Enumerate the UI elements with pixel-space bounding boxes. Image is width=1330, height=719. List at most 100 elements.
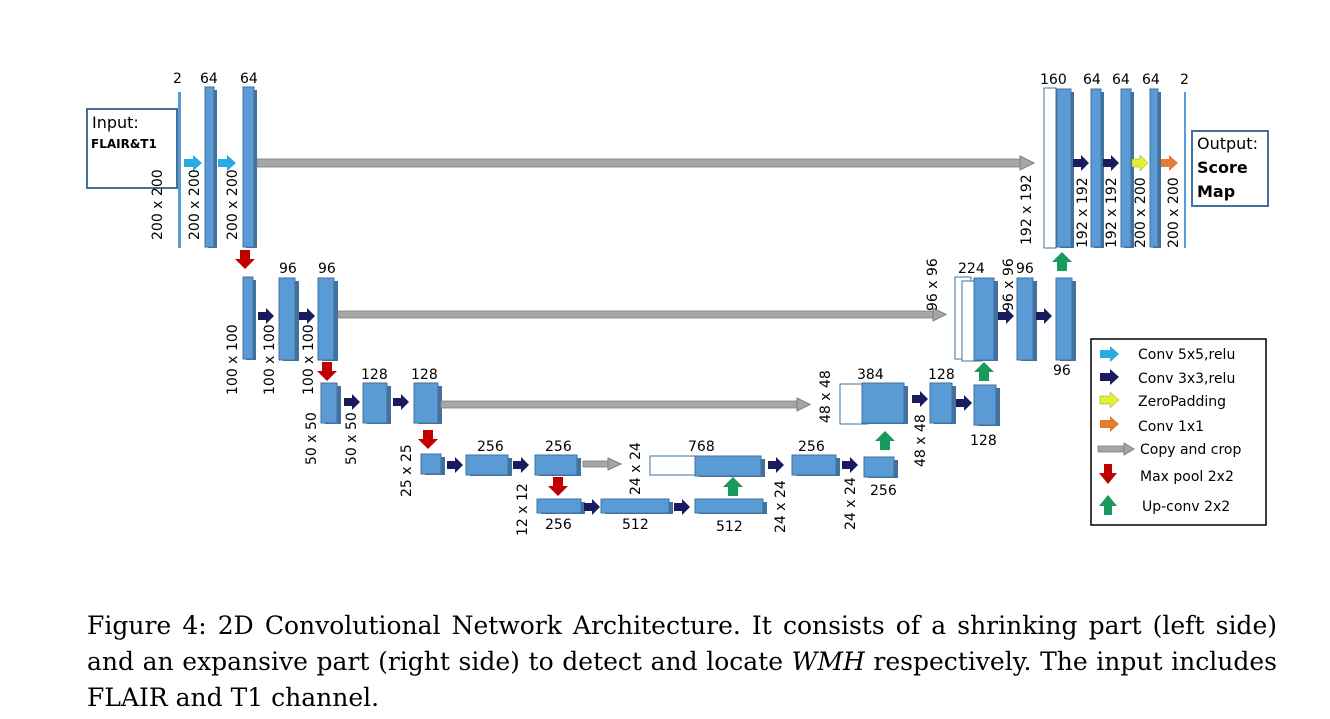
layer-l3-a (465, 454, 509, 476)
legend-label: Copy and crop (1140, 442, 1241, 458)
conv3-arrow (1036, 308, 1052, 324)
level3-decoder: 768 256 256 24 x 24 24 x 24 (649, 439, 898, 533)
legend-item-up: Up-conv 2x2 (1099, 495, 1230, 515)
size-b: 12 x 12 (515, 483, 531, 536)
upconv-arrow (974, 362, 994, 381)
label-r0-d: 64 (1142, 72, 1160, 88)
label-r2-a: 384 (857, 367, 884, 383)
conv3-arrow (447, 457, 463, 473)
conv3-arrow (299, 308, 315, 324)
maxpool-arrow (548, 477, 568, 496)
size-r2-a: 48 x 48 (818, 370, 834, 423)
layer-l2-a (362, 382, 388, 424)
level3-encoder: 256 256 25 x 25 24 x 24 (399, 439, 644, 497)
size-l1-b: 100 x 100 (262, 324, 278, 395)
level0-decoder: 160 64 64 64 2 192 x 192 192 x 192 192 x… (1019, 72, 1189, 271)
conv3-arrow (674, 499, 690, 515)
label-l3-a: 256 (477, 439, 504, 455)
conv1-arrow (1161, 155, 1178, 171)
size-r0-c: 192 x 192 (1104, 177, 1120, 248)
size-l2-a: 50 x 50 (304, 412, 320, 465)
label-r1-b: 96 (1016, 261, 1034, 277)
zeropad-icon (1099, 391, 1120, 409)
level2-encoder: 128 128 50 x 50 50 x 50 (304, 367, 442, 465)
size-l1-c: 100 x 100 (301, 324, 317, 395)
zeropad-arrow (1131, 154, 1149, 172)
size-r1-b: 96 x 96 (1001, 258, 1017, 311)
conv3-arrow (1103, 155, 1119, 171)
caption-emph: WMH (791, 647, 865, 676)
unet-diagram: Input: FLAIR&T1 Output: Score Map 2 64 6… (86, 71, 1269, 536)
size-r1-a: 96 x 96 (925, 258, 941, 311)
layer-r2-a (861, 382, 905, 424)
upconv-icon (1099, 495, 1117, 515)
legend-item-copy: Copy and crop (1097, 442, 1241, 458)
label-r2-b: 128 (928, 367, 955, 383)
conv3-arrow (768, 457, 784, 473)
size-l3-b: 24 x 24 (628, 442, 644, 495)
legend-item-conv1: Conv 1x1 (1100, 416, 1204, 435)
conv3-arrow (1073, 155, 1089, 171)
conv3-arrow (393, 394, 409, 410)
size-r0-a: 192 x 192 (1019, 174, 1035, 245)
input-box: Input: FLAIR&T1 (86, 108, 178, 189)
label-l1-a: 96 (279, 261, 297, 277)
label-r0-c: 64 (1112, 72, 1130, 88)
size-r3-b: 24 x 24 (843, 477, 859, 530)
copy-crop-l2 (440, 397, 812, 412)
layer-l2-in (320, 382, 338, 424)
legend-label: ZeroPadding (1138, 394, 1226, 410)
copy-crop-l0 (256, 155, 1036, 171)
size-r0-d: 200 x 200 (1133, 177, 1149, 248)
label-l0-a: 64 (200, 71, 218, 87)
maxpool-icon (1099, 464, 1117, 484)
conv3-arrow (344, 394, 360, 410)
maxpool-arrow (317, 362, 337, 381)
output-title: Output: (1197, 134, 1258, 153)
conv5-arrow (218, 155, 236, 171)
copy-crop-l3 (582, 460, 610, 468)
layer-r2-b (929, 382, 953, 424)
copy-crop-l1 (337, 307, 948, 322)
maxpool-arrow (418, 430, 438, 449)
label-l0-b: 64 (240, 71, 258, 87)
label-b-a: 256 (545, 517, 572, 533)
size-l2-b: 50 x 50 (344, 412, 360, 465)
label-r3-a: 768 (688, 439, 715, 455)
layer-r1-c (1055, 277, 1073, 361)
layer-r0-a (1056, 88, 1072, 248)
layer-l1-a (278, 277, 296, 361)
conv1-icon (1100, 416, 1119, 432)
output-line2: Map (1197, 182, 1235, 201)
label-b-b: 512 (622, 517, 649, 533)
caption-part2: respectively. The input includes FLAIR a… (87, 647, 1277, 712)
legend-item-zeropad: ZeroPadding (1099, 391, 1226, 410)
conv3-arrow (584, 499, 600, 515)
size-l0-b: 200 x 200 (225, 169, 241, 240)
layer-b-c (694, 498, 764, 514)
copy-crop-icon (1097, 445, 1127, 453)
legend-label: Conv 3x3,relu (1138, 371, 1235, 387)
level0-encoder: 2 64 64 200 x 200 200 x 200 200 x 200 (150, 71, 258, 248)
label-r1-a: 224 (958, 261, 985, 277)
layer-b-b (600, 498, 670, 514)
output-box: Output: Score Map (1191, 130, 1269, 207)
caption-part1: Figure 4: 2D Convolutional Network Archi… (87, 611, 1277, 676)
size-r2-b: 48 x 48 (913, 414, 929, 467)
layer-l1-b (317, 277, 335, 361)
upconv-arrow (875, 431, 895, 450)
layer-l3-b (534, 454, 578, 476)
label-r0-a: 160 (1040, 72, 1067, 88)
legend-item-conv3: Conv 3x3,relu (1100, 369, 1235, 387)
layer-l0-b (242, 86, 255, 248)
layer-b-a (536, 498, 582, 514)
label-r3-c: 256 (870, 483, 897, 499)
conv3-arrow (956, 395, 972, 411)
conv5-arrow (184, 155, 202, 171)
size-l1-a: 100 x 100 (225, 324, 241, 395)
size-r0-b: 192 x 192 (1075, 177, 1091, 248)
legend-label: Up-conv 2x2 (1142, 499, 1230, 515)
layer-r0-e (1184, 92, 1186, 248)
legend-label: Conv 1x1 (1138, 419, 1204, 435)
